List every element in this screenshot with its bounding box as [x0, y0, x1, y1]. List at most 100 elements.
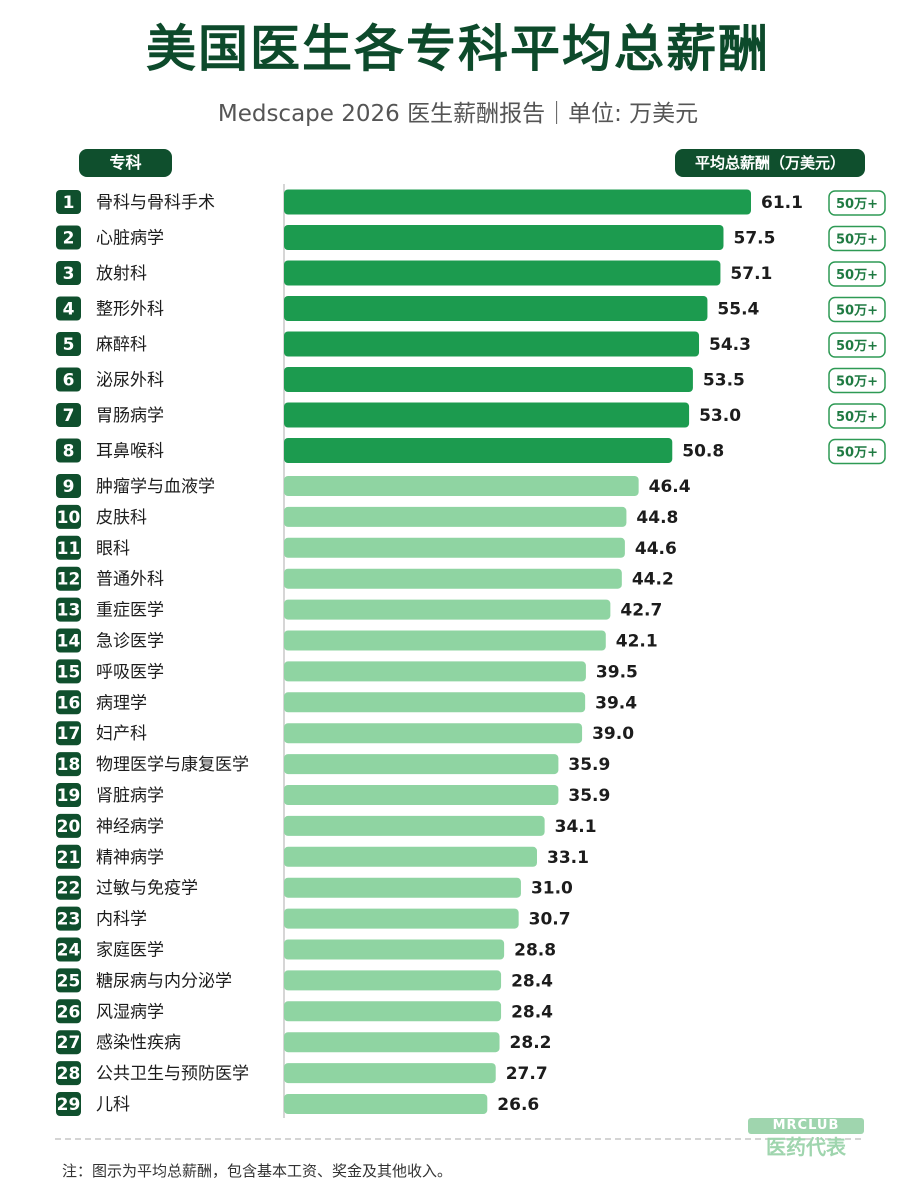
value-label: 27.7	[506, 1064, 548, 1084]
category-label: 骨科与骨科手术	[96, 193, 215, 213]
category-label: 风湿病学	[96, 1002, 164, 1022]
bar	[284, 1001, 502, 1022]
value-label: 57.1	[730, 264, 772, 284]
rank-badge	[56, 628, 81, 653]
badge-500k	[828, 403, 886, 429]
category-label: 过敏与免疫学	[96, 879, 198, 899]
category-label: 麻醉科	[96, 335, 147, 355]
value-label: 53.5	[703, 371, 745, 391]
rank-number: 26	[57, 1002, 81, 1022]
bar	[284, 630, 606, 651]
bar	[284, 1032, 500, 1053]
rank-badge	[56, 1030, 81, 1055]
rank-number: 22	[57, 879, 81, 899]
value-label: 28.8	[514, 941, 556, 961]
value-label: 31.0	[531, 879, 573, 899]
bar	[284, 970, 502, 991]
value-label: 46.4	[649, 477, 691, 497]
category-label: 病理学	[96, 693, 147, 713]
rank-number: 7	[63, 406, 75, 426]
value-label: 30.7	[529, 910, 571, 930]
value-label: 39.4	[595, 693, 637, 713]
rank-badge	[56, 566, 81, 591]
rank-number: 23	[57, 910, 81, 930]
bar	[284, 225, 724, 250]
rank-badge	[56, 999, 81, 1024]
rank-badge	[56, 403, 81, 427]
category-label: 精神病学	[96, 848, 164, 868]
logo-bottom-text: 医药代表	[766, 1135, 846, 1159]
category-label: 妇产科	[96, 724, 147, 744]
bar	[284, 723, 583, 744]
rank-number: 19	[57, 786, 81, 806]
rank-number: 21	[57, 848, 81, 868]
category-label: 急诊医学	[96, 632, 164, 652]
badge-500k-label: 50万+	[836, 410, 878, 425]
rank-badge	[56, 844, 81, 869]
bar	[284, 331, 700, 357]
rank-badge	[56, 906, 81, 931]
rank-number: 20	[57, 817, 81, 837]
value-label: 26.6	[497, 1095, 539, 1115]
rank-badge	[56, 783, 81, 807]
rank-number: 1	[63, 193, 75, 213]
badge-500k	[828, 225, 886, 252]
rank-number: 5	[63, 335, 75, 355]
rank-badge	[56, 752, 81, 777]
rank-number: 9	[63, 477, 75, 497]
rank-badge	[56, 190, 81, 214]
value-label: 53.0	[699, 406, 741, 426]
badge-500k-label: 50万+	[836, 268, 878, 283]
bar	[284, 476, 639, 496]
category-label: 物理医学与康复医学	[96, 755, 249, 775]
bar	[284, 1063, 496, 1084]
badge-500k	[828, 296, 886, 323]
compensation-header: 平均总薪酬（万美元）	[675, 149, 865, 177]
rank-number: 14	[57, 632, 81, 652]
category-label: 重症医学	[96, 601, 164, 621]
category-label: 儿科	[96, 1095, 130, 1115]
value-label: 35.9	[568, 755, 610, 775]
badge-500k	[828, 438, 886, 465]
category-label: 感染性疾病	[96, 1033, 181, 1053]
category-label: 眼科	[96, 539, 130, 559]
bar	[284, 908, 519, 929]
bar	[284, 754, 559, 775]
value-label: 54.3	[709, 335, 751, 355]
bar	[284, 785, 559, 805]
category-label: 公共卫生与预防医学	[96, 1064, 249, 1084]
badge-500k-label: 50万+	[836, 197, 878, 212]
rank-number: 10	[57, 508, 81, 528]
rank-number: 29	[57, 1095, 81, 1115]
specialty-header: 专科	[79, 149, 172, 177]
value-label: 39.5	[596, 662, 638, 682]
rank-badge	[56, 225, 81, 250]
value-label: 28.2	[510, 1033, 552, 1053]
value-label: 44.8	[636, 508, 678, 528]
value-label: 50.8	[682, 442, 724, 462]
bar	[284, 260, 721, 286]
rank-number: 6	[63, 371, 75, 391]
badge-500k	[828, 190, 886, 216]
rank-badge	[56, 875, 81, 900]
bar	[284, 939, 505, 960]
rank-number: 16	[57, 693, 81, 713]
bar	[284, 692, 586, 713]
value-label: 44.6	[635, 539, 677, 559]
value-label: 39.0	[592, 724, 634, 744]
badge-500k-label: 50万+	[836, 233, 878, 248]
category-label: 呼吸医学	[96, 662, 164, 682]
rank-badge	[56, 504, 81, 529]
rank-number: 3	[63, 264, 75, 284]
badge-500k	[828, 261, 886, 287]
rank-number: 18	[57, 755, 81, 775]
value-label: 34.1	[555, 817, 597, 837]
category-label: 内科学	[96, 910, 147, 930]
rank-badge	[56, 296, 81, 321]
rank-badge	[56, 332, 81, 356]
bar	[284, 846, 537, 867]
chart-title: 美国医生各专科平均总薪酬	[146, 20, 770, 78]
logo-top-text: MRCLUB	[748, 1118, 864, 1134]
footnote: 注：图示为平均总薪酬，包含基本工资、奖金及其他收入。	[62, 1162, 453, 1180]
category-label: 肿瘤学与血液学	[96, 477, 215, 497]
